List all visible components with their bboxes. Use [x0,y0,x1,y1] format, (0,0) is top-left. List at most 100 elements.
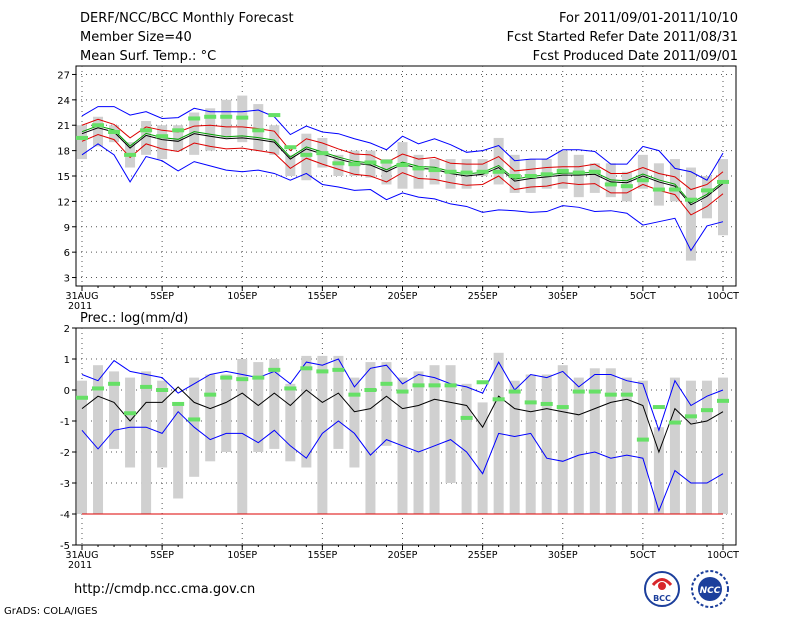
prec-marker [636,437,649,442]
prec-x-tick-year: 2011 [68,560,92,571]
prec-range-bar [109,371,120,449]
temp-x-tick-label: 10SEP [227,291,257,302]
prec-marker [300,366,313,371]
temp-marker [380,159,393,164]
temp-marker [300,152,313,157]
temp-marker [604,182,617,187]
prec-x-tick-label: 20SEP [388,550,418,561]
temp-marker [524,174,537,178]
prec-marker [492,397,505,402]
temp-marker [492,169,505,174]
prec-y-tick-label: -2 [60,448,70,459]
prec-range-bar [301,355,312,468]
prec-marker [108,381,121,386]
prec-marker [124,411,137,416]
prec-y-tick-label: 1 [64,355,70,366]
source-url[interactable]: http://cmdp.ncc.cma.gov.cn [74,582,256,597]
prec-y-tick-label: -1 [60,417,70,428]
start-date: Fcst Started Refer Date 2011/08/31 [506,30,738,45]
temp-marker [236,115,249,120]
prec-marker [700,408,713,413]
temp-range-bar [93,116,104,147]
prec-marker [540,401,553,406]
prec-series-min [81,410,724,513]
prec-range-bar [333,355,344,449]
prec-range-bar [589,368,600,514]
prec-y-tick-label: 2 [64,324,70,335]
prec-marker [412,383,425,388]
temp-range-bar [333,154,344,176]
temp-marker [220,114,233,119]
prec-marker [476,380,489,385]
prec-range-bar [269,359,280,449]
temp-range-bar [413,154,424,189]
precip-title: Prec.: log(mm/d) [80,311,188,326]
prec-range-bar [253,362,264,452]
temp-y-tick-label: 24 [57,96,70,107]
temp-marker [364,160,377,165]
prec-range-bar [93,365,104,514]
temp-range-bar [205,108,216,151]
prec-marker [364,388,377,392]
temp-marker [108,130,121,134]
prec-range-bar [621,377,632,514]
temp-marker [620,184,633,189]
temp-range-bar [701,176,712,219]
prec-range-bar [701,380,712,514]
temp-x-tick-label: 5SEP [150,291,174,302]
prec-range-bar [461,383,472,514]
prec-y-tick-label: 0 [64,386,70,397]
prec-x-tick-label: 25SEP [468,550,498,561]
prec-range-bar [509,380,520,514]
prec-x-tick-label: 5OCT [630,550,656,561]
temp-marker [332,161,345,166]
temp-marker [684,197,697,202]
temp-x-tick-label: 31AUG [66,291,99,302]
prec-x-tick-label: 10SEP [227,550,257,561]
temp-marker [268,113,281,118]
forecast-period: For 2011/09/01-2011/10/10 [559,11,738,26]
ncc-logo: NCC [691,570,729,608]
temp-x-tick-label: 15SEP [307,291,337,302]
prec-marker [444,383,457,388]
temp-range-bar [509,154,520,193]
temp-marker [316,151,329,156]
prec-range-bar [141,371,152,514]
temp-range-bar [301,133,312,181]
temp-marker [140,128,153,133]
temp-marker [636,178,649,183]
prec-range-bar [718,377,728,514]
prec-marker [684,414,697,419]
prec-marker [204,392,217,397]
temp-marker [652,187,665,192]
temp-y-tick-label: 12 [57,197,70,208]
temp-marker [572,170,585,175]
temp-y-tick-label: 18 [57,147,70,158]
temp-marker [156,134,169,139]
prec-y-tick-label: -4 [60,510,70,521]
prec-x-tick-label: 10OCT [707,550,739,561]
temp-y-tick-label: 9 [64,223,70,234]
prec-marker [76,395,88,400]
temp-range-bar [493,137,504,185]
prec-marker [717,398,729,403]
temp-marker [412,166,425,171]
prec-marker [572,389,585,394]
temp-marker [348,162,361,167]
temp-x-tick-label: 5OCT [630,291,656,302]
prec-series-max [81,358,724,432]
prec-marker [316,369,329,374]
temp-marker [76,135,88,140]
prec-range-bar [653,427,664,514]
prec-x-tick-label: 5SEP [150,550,174,561]
temp-range-bar [141,121,152,155]
prec-series-mean [81,386,724,454]
bcc-logo-text: BCC [653,594,671,603]
temp-marker [668,187,681,192]
prec-range-bar [77,380,87,514]
prec-range-bar [285,383,296,462]
prec-marker [252,375,265,380]
temp-marker [92,123,105,128]
prec-range-bar [637,380,648,514]
temp-marker [172,128,185,133]
